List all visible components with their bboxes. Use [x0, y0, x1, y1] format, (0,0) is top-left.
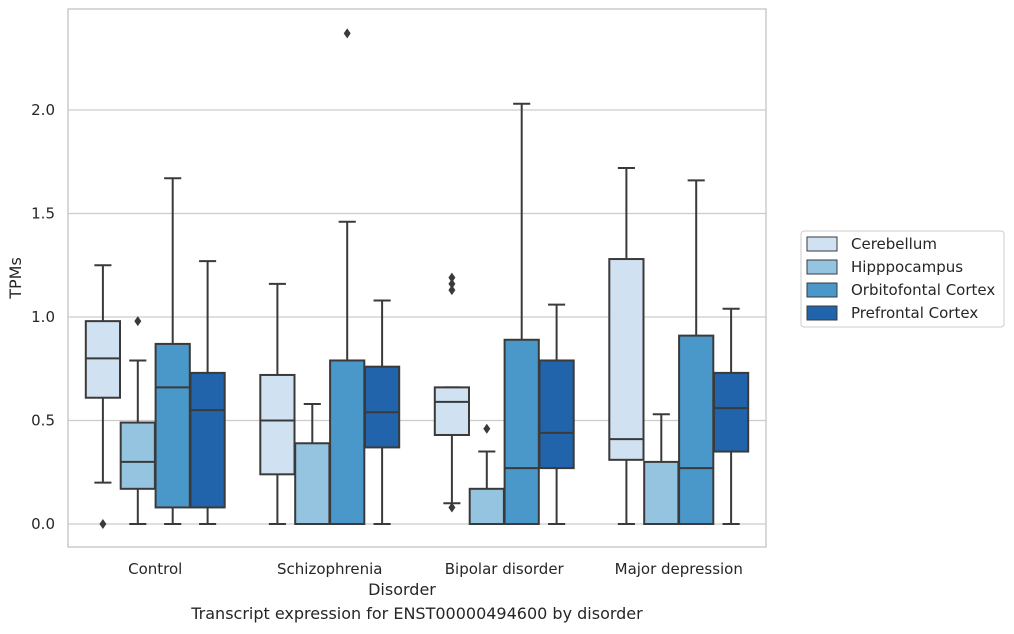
- y-tick-label: 2.0: [31, 101, 55, 119]
- figure-caption: Transcript expression for ENST0000049460…: [191, 604, 643, 623]
- legend-entry-label: Cerebellum: [851, 235, 937, 253]
- iqr-box: [503, 338, 540, 525]
- legend-swatch: [806, 236, 838, 252]
- y-tick-label: 0.5: [31, 412, 55, 430]
- iqr-box: [538, 359, 575, 470]
- legend-entry-label: Prefrontal Cortex: [851, 304, 978, 322]
- iqr-box: [119, 421, 156, 490]
- iqr-box: [468, 487, 505, 525]
- y-axis-label: TPMs: [6, 257, 25, 300]
- iqr-box: [294, 442, 331, 525]
- legend-swatch: [806, 282, 838, 298]
- y-axis-ticks: 0.0 0.5 1.0 1.5 2.0: [31, 101, 55, 533]
- box-orbitofontal-cortex: [329, 28, 366, 525]
- box-cerebellum: [608, 166, 645, 525]
- box-prefrontal-cortex: [189, 260, 226, 525]
- box-prefrontal-cortex: [538, 303, 575, 525]
- outlier-point: [448, 502, 456, 513]
- legend-swatch: [806, 305, 838, 321]
- iqr-box: [643, 460, 680, 525]
- box-hipppocampus: [468, 423, 505, 525]
- legend-swatch: [806, 259, 838, 275]
- box-hipppocampus: [119, 316, 156, 525]
- iqr-box: [608, 258, 645, 461]
- x-tick-label: Bipolar disorder: [445, 560, 565, 578]
- legend: Cerebellum Hipppocampus Orbitofontal Corte…: [800, 230, 1005, 328]
- plot-marks: [84, 28, 750, 529]
- iqr-box: [189, 371, 226, 509]
- box-cerebellum: [84, 264, 122, 529]
- outlier-point: [343, 28, 351, 39]
- iqr-box: [154, 342, 191, 509]
- box-prefrontal-cortex: [712, 307, 750, 525]
- box-hipppocampus: [643, 413, 680, 525]
- iqr-box: [678, 334, 715, 525]
- plot-area-frame: [67, 8, 767, 548]
- box-prefrontal-cortex: [363, 299, 401, 525]
- x-tick-label: Schizophrenia: [277, 560, 382, 578]
- outlier-point: [448, 278, 456, 289]
- box-orbitofontal-cortex: [678, 179, 715, 525]
- box-orbitofontal-cortex: [503, 102, 540, 525]
- legend-frame: [800, 230, 1005, 328]
- outlier-point: [483, 423, 491, 434]
- iqr-box: [329, 359, 366, 525]
- outlier-point: [448, 285, 456, 296]
- legend-entry-label: Hipppocampus: [851, 258, 963, 276]
- box-hipppocampus: [294, 402, 331, 525]
- y-tick-label: 0.0: [31, 515, 55, 533]
- x-axis-label: Disorder: [368, 580, 436, 599]
- box-cerebellum: [433, 272, 471, 513]
- y-tick-label: 1.5: [31, 205, 55, 223]
- x-tick-label: Control: [128, 560, 182, 578]
- iqr-box: [363, 365, 401, 449]
- iqr-box: [712, 371, 750, 453]
- x-axis-ticks: Control Schizophrenia Bipolar disorder Majo…: [128, 560, 743, 578]
- outlier-point: [134, 316, 142, 327]
- box-cerebellum: [259, 282, 296, 525]
- x-tick-label: Major depression: [615, 560, 743, 578]
- iqr-box: [259, 373, 296, 476]
- iqr-box: [84, 320, 122, 399]
- outlier-point: [448, 272, 456, 283]
- y-tick-label: 1.0: [31, 308, 55, 326]
- outlier-point: [99, 519, 107, 529]
- iqr-box: [433, 386, 471, 436]
- box-orbitofontal-cortex: [154, 177, 191, 525]
- legend-entry-label: Orbitofontal Cortex: [851, 281, 995, 299]
